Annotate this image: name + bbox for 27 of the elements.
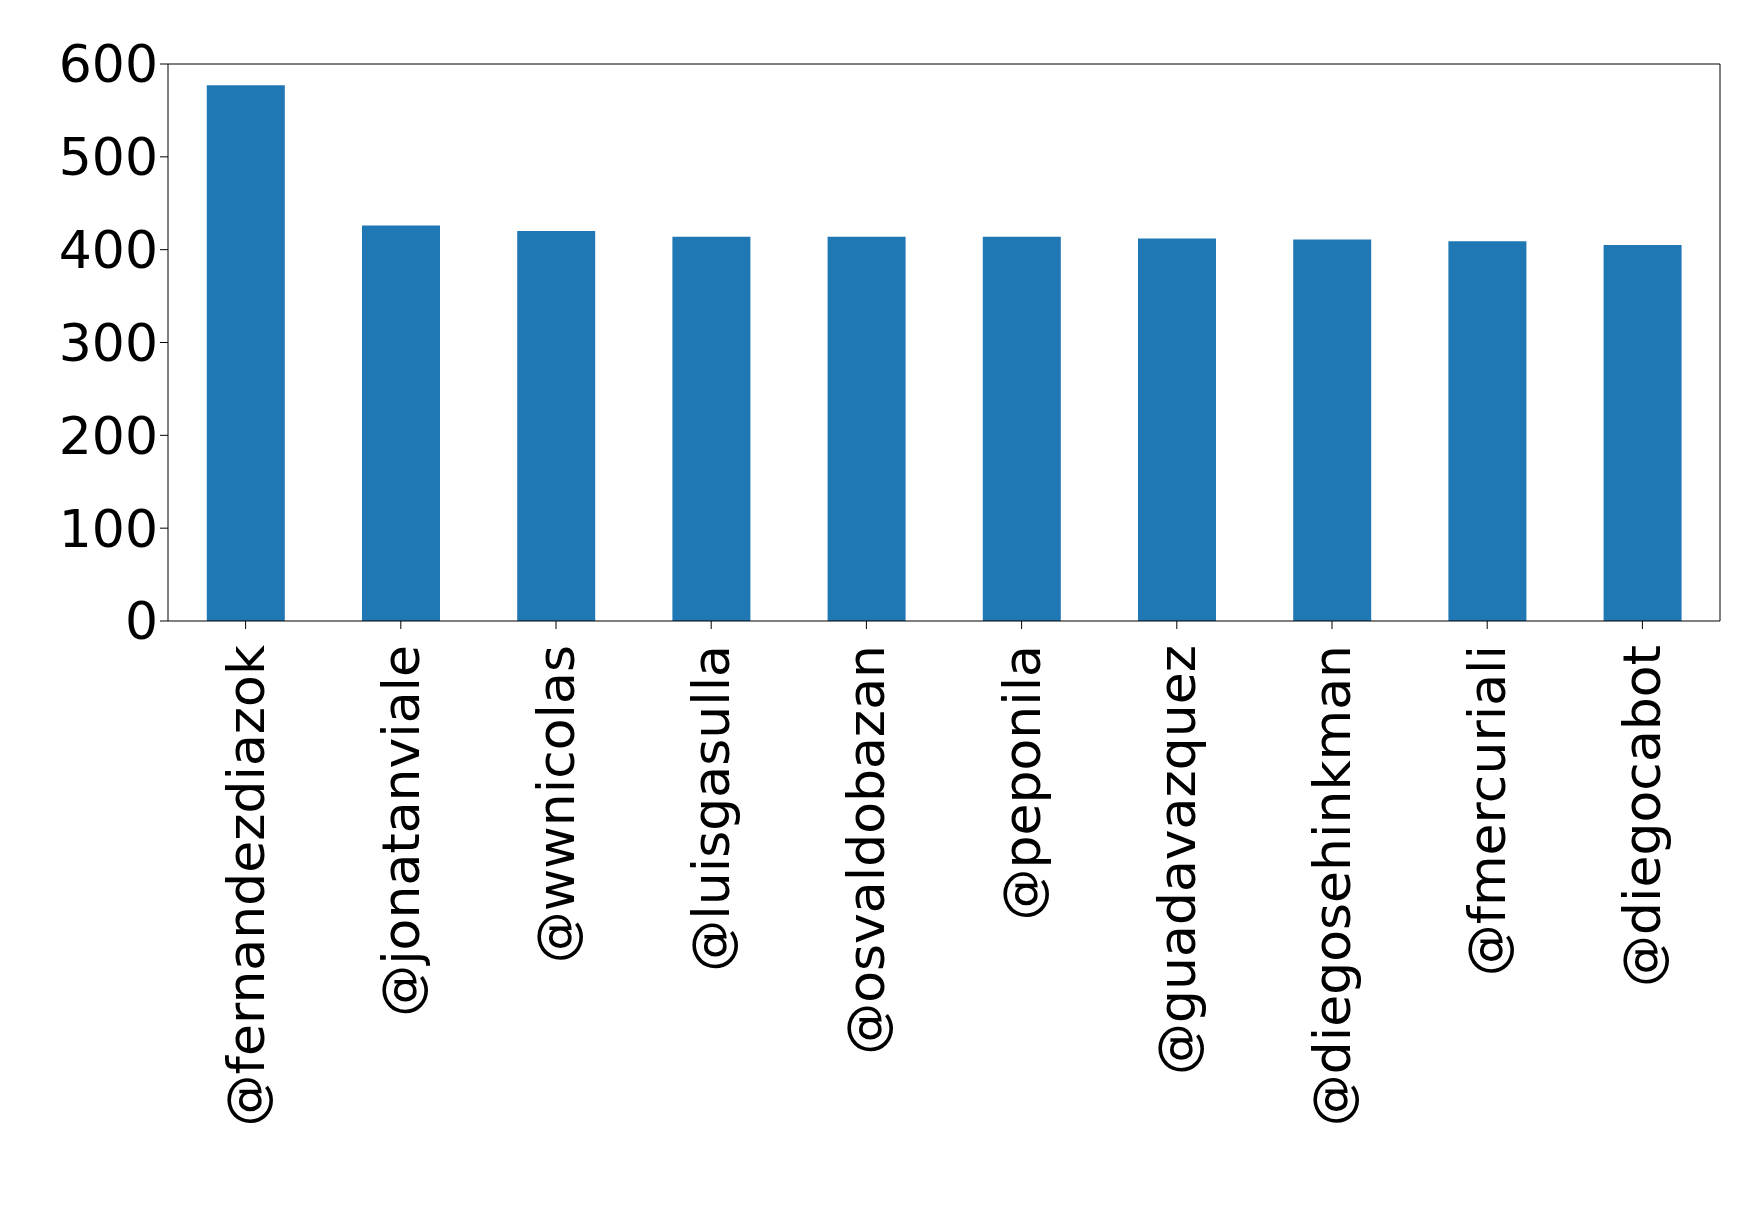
- y-tick-label: 200: [58, 405, 158, 466]
- x-tick-label: @diegosehinkman: [1302, 645, 1362, 1127]
- x-tick-label: @jonatanviale: [370, 645, 431, 1017]
- y-tick-label: 600: [58, 34, 158, 95]
- y-tick-label: 300: [58, 312, 158, 373]
- bar: [827, 236, 906, 621]
- x-tick-label: @peponila: [991, 645, 1052, 921]
- bar: [1603, 245, 1682, 621]
- bar: [1448, 241, 1527, 621]
- bar: [672, 236, 751, 621]
- x-tick-label: @fernandezdiazok: [215, 645, 276, 1127]
- x-tick-label: @guadavazquez: [1146, 645, 1207, 1075]
- bar: [1293, 239, 1372, 621]
- bar: [982, 236, 1061, 621]
- y-tick-label: 400: [58, 220, 158, 281]
- x-tick-label: @luisgasulla: [681, 645, 742, 972]
- y-tick-label: 100: [58, 498, 158, 559]
- bar: [362, 225, 440, 621]
- x-tick-label: @diegocabot: [1612, 645, 1673, 987]
- bar: [206, 85, 285, 621]
- bar: [517, 231, 596, 621]
- x-tick-label: @osvaldobazan: [836, 645, 897, 1055]
- y-tick-label: 500: [58, 127, 158, 188]
- x-tick-label: @wwnicolas: [526, 645, 586, 964]
- bar: [1138, 238, 1216, 621]
- y-tick-label: 0: [124, 591, 158, 652]
- x-tick-label: @fmercuriali: [1457, 645, 1518, 977]
